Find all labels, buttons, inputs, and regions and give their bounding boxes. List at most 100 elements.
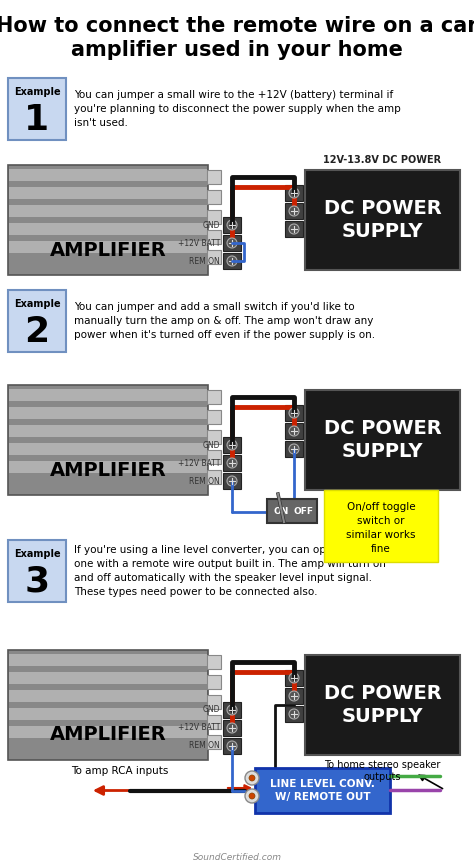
FancyBboxPatch shape [285,185,303,201]
FancyBboxPatch shape [207,695,221,709]
Text: Example: Example [14,87,60,97]
Circle shape [245,771,259,785]
Text: How to connect the remote wire on a car
amplifier used in your home: How to connect the remote wire on a car … [0,16,474,60]
FancyBboxPatch shape [305,655,460,755]
FancyBboxPatch shape [207,190,221,204]
FancyBboxPatch shape [8,650,208,760]
Circle shape [227,705,237,715]
Text: AMPLIFIER: AMPLIFIER [50,726,166,745]
Text: DC POWER
SUPPLY: DC POWER SUPPLY [324,684,441,727]
FancyBboxPatch shape [285,670,303,686]
FancyBboxPatch shape [8,540,66,602]
FancyBboxPatch shape [305,390,460,490]
Text: You can jumper a small wire to the +12V (battery) terminal if
you're planning to: You can jumper a small wire to the +12V … [74,90,401,128]
FancyBboxPatch shape [207,430,221,444]
Text: GND: GND [202,706,220,714]
FancyBboxPatch shape [9,461,207,473]
FancyBboxPatch shape [9,241,207,253]
Circle shape [245,789,259,803]
Text: LINE LEVEL CONV.
W/ REMOTE OUT: LINE LEVEL CONV. W/ REMOTE OUT [270,779,375,802]
FancyBboxPatch shape [223,235,241,251]
FancyBboxPatch shape [207,410,221,424]
Text: 12V-13.8V DC POWER: 12V-13.8V DC POWER [323,155,442,165]
Text: GND: GND [202,441,220,449]
Circle shape [289,426,299,436]
FancyBboxPatch shape [207,250,221,264]
Circle shape [289,224,299,234]
FancyBboxPatch shape [9,389,207,401]
FancyBboxPatch shape [9,708,207,720]
FancyBboxPatch shape [285,203,303,219]
Text: AMPLIFIER: AMPLIFIER [50,461,166,480]
Text: 1: 1 [25,103,50,137]
Text: REM ON: REM ON [189,741,220,751]
Circle shape [227,256,237,266]
FancyBboxPatch shape [8,290,66,352]
FancyBboxPatch shape [305,170,460,270]
FancyBboxPatch shape [285,405,303,421]
FancyBboxPatch shape [9,672,207,684]
FancyBboxPatch shape [9,654,207,666]
FancyBboxPatch shape [223,437,241,453]
Text: 2: 2 [25,315,50,349]
FancyBboxPatch shape [207,390,221,404]
Circle shape [227,238,237,248]
FancyBboxPatch shape [9,425,207,437]
FancyBboxPatch shape [8,78,66,140]
Text: To amp RCA inputs: To amp RCA inputs [71,766,169,777]
Text: On/off toggle
switch or
similar works
fine: On/off toggle switch or similar works fi… [346,502,416,554]
Circle shape [289,444,299,454]
FancyBboxPatch shape [207,210,221,224]
Text: DC POWER
SUPPLY: DC POWER SUPPLY [324,419,441,462]
FancyBboxPatch shape [207,170,221,184]
FancyBboxPatch shape [285,688,303,704]
FancyBboxPatch shape [9,407,207,419]
Text: AMPLIFIER: AMPLIFIER [50,241,166,260]
FancyBboxPatch shape [207,450,221,464]
FancyBboxPatch shape [8,165,208,275]
Text: REM ON: REM ON [189,476,220,486]
Circle shape [227,741,237,751]
Text: SoundCertified.com: SoundCertified.com [192,854,282,863]
FancyBboxPatch shape [9,205,207,217]
Circle shape [289,673,299,683]
FancyBboxPatch shape [223,702,241,718]
FancyBboxPatch shape [285,221,303,237]
FancyBboxPatch shape [9,223,207,235]
FancyBboxPatch shape [223,738,241,754]
Circle shape [289,188,299,198]
Text: +12V BATT: +12V BATT [178,458,220,468]
FancyBboxPatch shape [285,423,303,439]
FancyBboxPatch shape [223,253,241,269]
FancyBboxPatch shape [267,499,317,523]
Text: Example: Example [14,299,60,309]
FancyBboxPatch shape [9,443,207,455]
FancyBboxPatch shape [223,473,241,489]
Circle shape [289,709,299,719]
FancyBboxPatch shape [207,230,221,244]
FancyBboxPatch shape [8,385,208,495]
Circle shape [227,458,237,468]
FancyBboxPatch shape [207,735,221,749]
Text: To home stereo speaker
outputs: To home stereo speaker outputs [324,760,441,782]
Text: If you're using a line level converter, you can optionally use
one with a remote: If you're using a line level converter, … [74,545,386,597]
Text: GND: GND [202,221,220,229]
Text: 3: 3 [25,565,50,599]
Circle shape [227,440,237,450]
Circle shape [227,723,237,733]
FancyBboxPatch shape [285,441,303,457]
FancyBboxPatch shape [223,455,241,471]
FancyBboxPatch shape [9,726,207,738]
Text: REM ON: REM ON [189,256,220,266]
FancyBboxPatch shape [255,768,390,813]
Circle shape [249,775,255,781]
Circle shape [289,691,299,701]
FancyBboxPatch shape [285,706,303,722]
FancyBboxPatch shape [223,720,241,736]
FancyBboxPatch shape [207,655,221,669]
FancyBboxPatch shape [324,490,438,562]
FancyBboxPatch shape [9,187,207,199]
Circle shape [289,206,299,216]
FancyBboxPatch shape [223,217,241,233]
Text: OFF: OFF [294,507,314,516]
